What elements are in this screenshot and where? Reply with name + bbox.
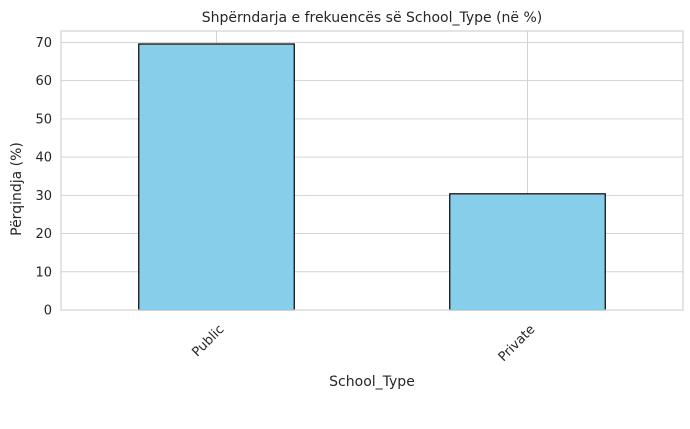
bars — [138, 43, 606, 311]
y-tick-label: 30 — [35, 189, 52, 204]
axes-frame — [60, 30, 684, 311]
x-tick-label: Public — [190, 322, 228, 360]
x-axis-label: School_Type — [329, 374, 415, 390]
y-tick-label: 20 — [35, 227, 52, 242]
bar-private — [449, 193, 606, 311]
plot-frame — [60, 30, 684, 311]
chart-title: Shpërndarja e frekuencës së School_Type … — [202, 10, 543, 26]
y-tick-label: 60 — [35, 74, 52, 89]
y-tick-label: 0 — [44, 304, 52, 319]
y-axis-label: Përqindja (%) — [9, 142, 25, 236]
y-tick-label: 10 — [35, 265, 52, 280]
y-tick-labels: 0 10 20 30 40 50 60 70 — [35, 36, 52, 319]
bar-public — [138, 43, 295, 311]
y-tick-label: 50 — [35, 112, 52, 127]
x-tick-labels: Public Private — [190, 322, 539, 365]
y-tick-label: 70 — [35, 36, 52, 51]
y-tick-label: 40 — [35, 151, 52, 166]
x-tick-label: Private — [496, 322, 539, 365]
